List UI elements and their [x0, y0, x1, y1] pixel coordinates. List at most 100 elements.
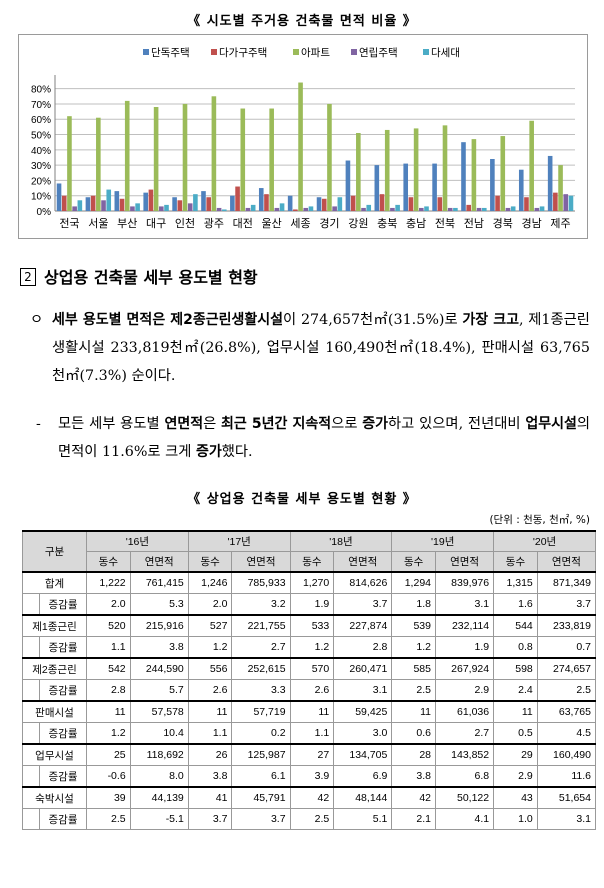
table-cell: 520	[86, 614, 131, 637]
paragraph-dash: -	[36, 416, 41, 432]
bar	[408, 197, 414, 211]
indent-cell	[22, 722, 40, 745]
table-row: 숙박시설 39 44,139 41 45,791 42 48,144 42 50,122 43 51…	[22, 786, 597, 809]
bar	[390, 207, 395, 211]
row-sublabel: 증감률	[39, 593, 87, 616]
bar	[114, 191, 120, 211]
table-cell: 1.1	[86, 636, 131, 659]
x-tick-label: 경기	[319, 217, 339, 230]
table-cell: 3.8	[129, 636, 189, 659]
table-cell: 6.1	[231, 765, 291, 788]
table-cell: -0.6	[86, 765, 131, 788]
table-cell: 44,139	[129, 786, 189, 809]
table-cell: 3.0	[333, 722, 393, 745]
bar	[148, 189, 154, 211]
table-cell: 1.2	[187, 636, 233, 659]
table-cell: 134,705	[333, 743, 393, 766]
bar	[211, 96, 217, 211]
table-cell: 1,294	[391, 571, 436, 594]
bar	[303, 207, 309, 211]
table-cell: 160,490	[536, 743, 597, 766]
table-cell: 51,654	[536, 786, 597, 809]
table-cell: 42	[391, 786, 436, 809]
x-tick-label: 세종	[290, 217, 310, 230]
table-cell: 3.9	[289, 765, 335, 788]
table-cell: 1.1	[289, 722, 335, 745]
bar	[130, 206, 135, 211]
table-cell: 814,626	[333, 571, 393, 594]
bar	[85, 197, 91, 211]
legend-swatch	[423, 49, 429, 55]
indent-cell	[22, 679, 40, 702]
emphasis-text: 업무시설	[525, 416, 577, 432]
bar	[287, 195, 293, 211]
bar	[90, 195, 96, 211]
table-cell: 570	[289, 657, 335, 680]
table-row: 증감률 1.1 3.8 1.2 2.7 1.2 2.8 1.2 1.9 0.8 0.7	[22, 636, 597, 659]
table-cell: 11	[289, 700, 335, 723]
y-tick-label: 70%	[31, 100, 51, 111]
bar	[534, 207, 540, 211]
table-cell: 125,987	[231, 743, 291, 766]
bar	[374, 165, 380, 211]
year-header: '19년	[391, 530, 495, 552]
table-cell: 0.8	[493, 636, 538, 659]
bar	[539, 206, 545, 211]
count-column-header: 동수	[187, 551, 233, 573]
table-cell: 3.1	[333, 679, 393, 702]
bar	[518, 169, 524, 211]
count-column-header: 동수	[493, 551, 538, 573]
table-cell: 3.7	[333, 593, 393, 616]
table-cell: 63,765	[536, 700, 597, 723]
bar	[177, 200, 183, 211]
bar	[279, 203, 285, 211]
area-column-header: 연면적	[129, 551, 189, 573]
table-cell: 25	[86, 743, 131, 766]
table-cell: 2.9	[434, 679, 495, 702]
table-cell: 533	[289, 614, 335, 637]
table-cell: 1.0	[493, 808, 538, 830]
table-cell: 3.2	[231, 593, 291, 616]
x-tick-label: 대전	[233, 217, 253, 230]
table-cell: 11	[86, 700, 131, 723]
legend-label: 단독주택	[151, 47, 190, 59]
table-cell: 11	[493, 700, 538, 723]
bar	[293, 209, 298, 211]
table-cell: 2.6	[187, 679, 233, 702]
bar	[442, 125, 448, 211]
table-cell: 6.8	[434, 765, 495, 788]
y-tick-label: 20%	[31, 176, 51, 187]
x-tick-label: 충남	[406, 217, 426, 230]
table-cell: 5.1	[333, 808, 393, 830]
row-label: 제2종근린	[22, 657, 87, 680]
bar	[384, 129, 390, 211]
table-cell: 598	[493, 657, 538, 680]
bar	[298, 82, 303, 211]
table-cell: 45,791	[231, 786, 291, 809]
row-sublabel: 증감률	[39, 722, 87, 745]
bar	[403, 163, 409, 211]
table-cell: 3.1	[434, 593, 495, 616]
table-cell: 5.7	[129, 679, 189, 702]
table-row: 판매시설 11 57,578 11 57,719 11 59,425 11 61,036 11 63…	[22, 700, 597, 723]
table-cell: 3.3	[231, 679, 291, 702]
bar	[553, 192, 558, 211]
bar	[379, 194, 385, 211]
table-cell: 585	[391, 657, 436, 680]
bar	[529, 120, 534, 211]
y-tick-label: 80%	[31, 85, 51, 96]
table-row: 증감률 2.8 5.7 2.6 3.3 2.6 3.1 2.5 2.9 2.4 2.5	[22, 679, 597, 702]
legend-label: 연립주택	[359, 46, 398, 59]
count-column-header: 동수	[289, 551, 335, 573]
bar	[461, 142, 466, 211]
bar	[172, 197, 177, 211]
y-tick-label: 0%	[37, 207, 52, 218]
bar	[476, 207, 482, 211]
body-text: 으로	[331, 416, 363, 432]
table-cell: 2.6	[289, 679, 335, 702]
bar	[187, 203, 193, 211]
bar	[466, 204, 471, 211]
x-tick-label: 전국	[59, 217, 79, 230]
table-cell: 57,719	[231, 700, 291, 723]
x-tick-label: 광주	[204, 217, 224, 230]
